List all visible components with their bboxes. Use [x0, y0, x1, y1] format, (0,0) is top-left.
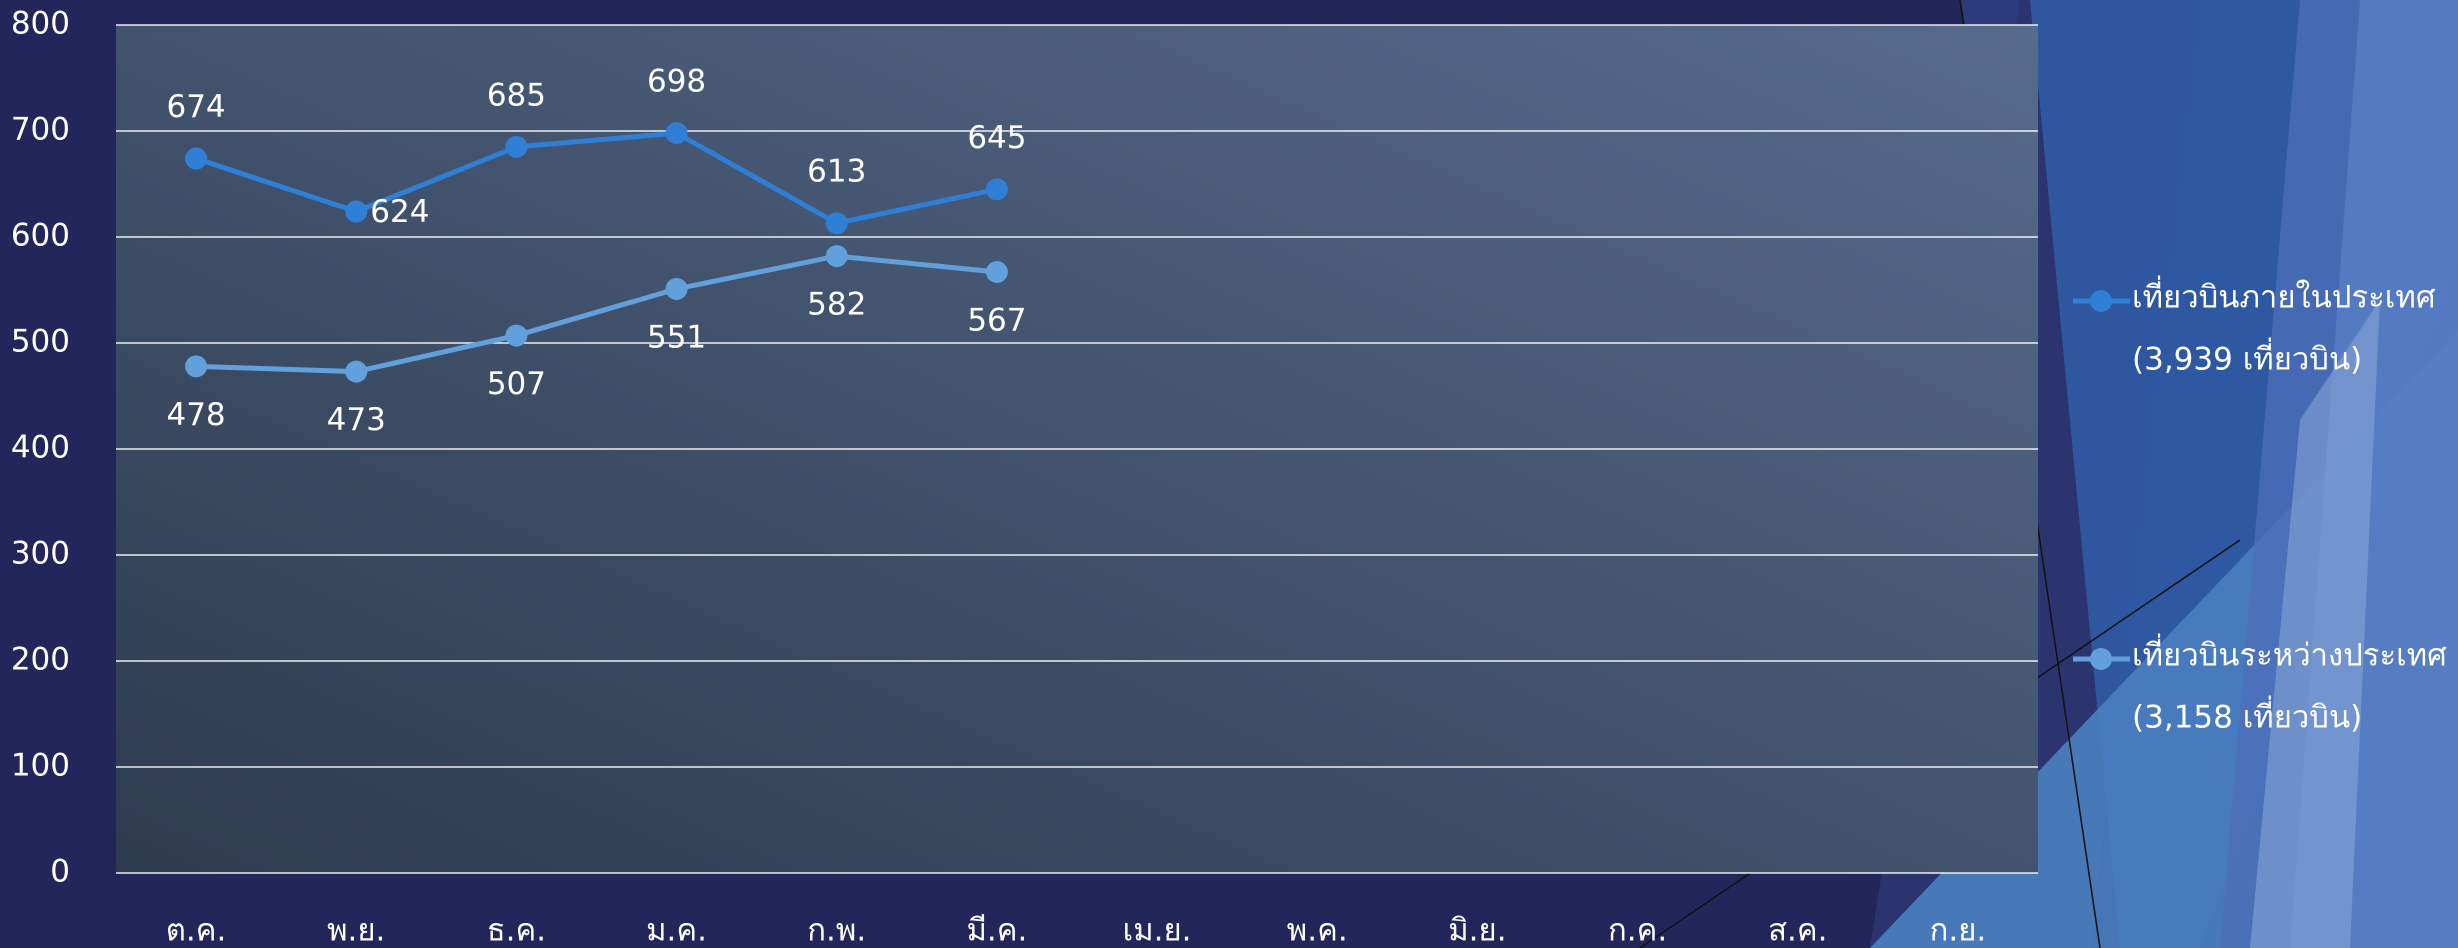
- data-point: [665, 122, 688, 145]
- x-tick-label: ม.ค.: [646, 913, 707, 948]
- data-label: 507: [487, 366, 546, 402]
- x-tick-label: ก.ย.: [1930, 913, 1987, 948]
- data-label: 551: [647, 319, 706, 355]
- y-tick-label: 500: [11, 324, 70, 360]
- data-point: [345, 200, 368, 223]
- x-tick-label: มิ.ย.: [1448, 913, 1506, 948]
- legend-total: (3,158 เที่ยวบิน): [2132, 696, 2362, 736]
- data-label: 478: [166, 397, 225, 433]
- data-point: [505, 324, 528, 347]
- data-label: 624: [370, 194, 429, 230]
- legend-marker: [2090, 648, 2112, 670]
- data-point: [825, 245, 848, 268]
- data-label: 698: [647, 64, 706, 100]
- y-tick-label: 0: [50, 854, 70, 890]
- data-point: [825, 212, 848, 235]
- x-tick-label: ก.ค.: [1608, 913, 1667, 948]
- series-line: [196, 253, 998, 375]
- y-tick-label: 100: [11, 748, 70, 784]
- y-tick-label: 700: [11, 112, 70, 148]
- legend-label: เที่ยวบินภายในประเทศ: [2132, 276, 2436, 316]
- x-tick-label: พ.ย.: [327, 913, 385, 948]
- x-tick-label: มี.ค.: [966, 913, 1027, 948]
- x-tick-label: เม.ย.: [1123, 913, 1192, 948]
- x-tick-label: พ.ค.: [1287, 913, 1348, 948]
- data-point: [185, 147, 208, 170]
- data-point: [985, 178, 1008, 201]
- data-label: 685: [487, 77, 546, 113]
- data-point: [665, 277, 688, 300]
- data-point: [345, 360, 368, 383]
- data-point: [505, 135, 528, 158]
- legend-label: เที่ยวบินระหว่างประเทศ: [2132, 634, 2447, 674]
- series-line: [195, 130, 998, 226]
- data-label: 473: [327, 402, 386, 438]
- y-tick-label: 400: [11, 430, 70, 466]
- legend-total: (3,939 เที่ยวบิน): [2132, 338, 2362, 378]
- data-label: 613: [807, 154, 866, 190]
- data-label: 674: [166, 89, 225, 125]
- y-tick-label: 800: [11, 6, 70, 42]
- x-tick-label: ต.ค.: [166, 913, 227, 948]
- data-point: [185, 355, 208, 378]
- x-tick-label: ธ.ค.: [487, 913, 546, 948]
- data-label: 567: [967, 302, 1026, 338]
- y-tick-label: 300: [11, 536, 70, 572]
- y-tick-label: 200: [11, 642, 70, 678]
- x-tick-label: ส.ค.: [1768, 913, 1827, 948]
- x-tick-label: ก.พ.: [807, 913, 866, 948]
- data-label: 645: [967, 120, 1026, 156]
- y-tick-label: 600: [11, 218, 70, 254]
- data-point: [985, 260, 1008, 283]
- legend-marker: [2090, 290, 2112, 312]
- data-label: 582: [807, 287, 866, 323]
